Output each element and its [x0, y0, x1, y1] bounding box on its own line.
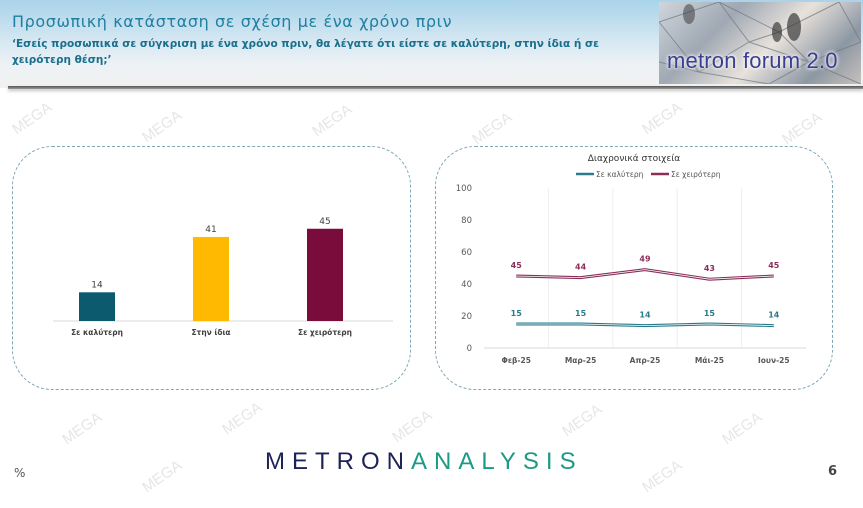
line-chart-title: Διαχρονικά στοιχεία — [588, 154, 681, 164]
bar — [79, 292, 115, 321]
y-tick-label: 100 — [456, 184, 472, 194]
x-tick-label: Ιουν-25 — [758, 356, 790, 365]
y-tick-label: 20 — [461, 312, 472, 322]
chart-legend: Σε καλύτερη Σε χειρότερη — [576, 170, 721, 179]
watermark: MEGA — [719, 408, 766, 449]
watermark: MEGA — [219, 398, 266, 439]
y-tick-label: 80 — [461, 216, 472, 226]
watermark: MEGA — [9, 98, 56, 139]
bar — [307, 228, 343, 321]
x-tick-label: Μαρ-25 — [565, 356, 597, 365]
x-tick-label: Μάι-25 — [695, 356, 724, 365]
header-divider — [8, 86, 863, 89]
legend-better-label: Σε καλύτερη — [596, 170, 644, 179]
logo-background-pattern — [659, 2, 861, 84]
line-data-label: 14 — [639, 311, 651, 320]
line-data-label: 45 — [768, 261, 780, 270]
line-data-label: 14 — [768, 311, 780, 320]
watermark: MEGA — [559, 400, 606, 441]
y-tick-label: 40 — [461, 280, 472, 290]
line-series-highlight — [516, 269, 774, 280]
watermark: MEGA — [59, 408, 106, 449]
bar-category-label: Σε καλύτερη — [71, 328, 123, 337]
line-data-label: 49 — [639, 255, 651, 264]
watermark: MEGA — [139, 106, 186, 147]
bar-chart-panel: 14 Σε καλύτερη 41 Στην ίδια 45 Σε χειρότερη — [12, 146, 411, 390]
line-data-label: 15 — [511, 309, 523, 318]
line-series-highlight — [516, 323, 774, 327]
page-number: 6 — [828, 464, 838, 479]
watermark: MEGA — [639, 456, 686, 497]
metron-analysis-logo: METRONANALYSIS — [265, 448, 583, 476]
bar-value-label: 41 — [205, 225, 216, 235]
bar-value-label: 14 — [91, 280, 103, 290]
unit-label: % — [14, 466, 26, 480]
metron-forum-logo: metron forum 2.0 — [659, 2, 861, 84]
y-tick-label: 60 — [461, 248, 472, 258]
line-data-label: 45 — [511, 261, 523, 270]
x-tick-label: Απρ-25 — [630, 356, 661, 365]
line-data-label: 44 — [575, 263, 587, 272]
slide-header: Προσωπική κατάσταση σε σχέση με ένα χρόν… — [0, 0, 863, 88]
question-text: ‘Εσείς προσωπικά σε σύγκριση με ένα χρόν… — [12, 38, 599, 66]
slide-title: Προσωπική κατάσταση σε σχέση με ένα χρόν… — [12, 12, 453, 31]
logo-text: metron forum 2.0 — [667, 48, 838, 73]
watermark: MEGA — [389, 406, 436, 447]
brand-part-1: METRON — [265, 448, 411, 475]
brand-part-2: ANALYSIS — [411, 448, 583, 475]
bar — [193, 236, 229, 321]
watermark: MEGA — [779, 108, 826, 149]
line-data-label: 15 — [704, 309, 716, 318]
y-tick-label: 0 — [467, 344, 472, 354]
line-data-label: 15 — [575, 309, 587, 318]
watermark: MEGA — [469, 108, 516, 149]
bar-value-label: 45 — [319, 217, 330, 227]
bar-category-label: Σε χειρότερη — [298, 328, 352, 337]
line-chart-panel: Διαχρονικά στοιχεία Σε καλύτερη Σε χειρό… — [435, 146, 833, 390]
watermark: MEGA — [139, 456, 186, 497]
x-tick-label: Φεβ-25 — [501, 356, 530, 365]
watermark: MEGA — [309, 100, 356, 141]
watermark: MEGA — [639, 98, 686, 139]
bar-category-label: Στην ίδια — [191, 328, 230, 337]
legend-worse-label: Σε χειρότερη — [671, 170, 721, 179]
bar-chart: 14 Σε καλύτερη 41 Στην ίδια 45 Σε χειρότερη — [53, 217, 393, 337]
line-data-label: 43 — [704, 264, 715, 273]
line-chart: Διαχρονικά στοιχεία Σε καλύτερη Σε χειρό… — [456, 154, 806, 365]
